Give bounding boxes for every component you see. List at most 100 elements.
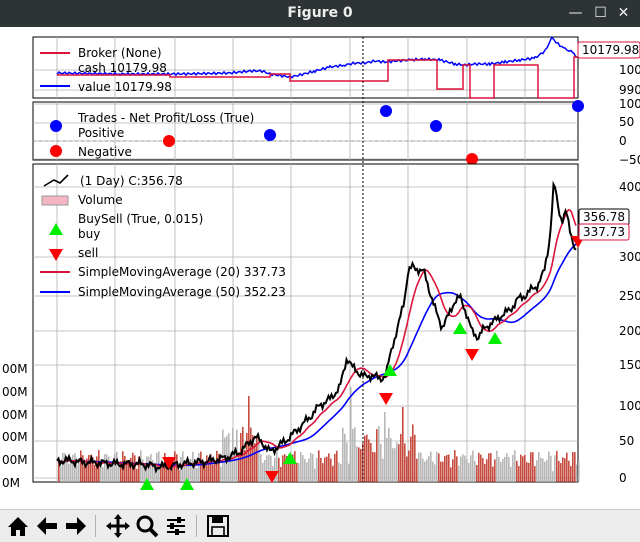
volume-bar [154,464,156,482]
volume-y-axis: 00M 00M 00M 00M 00M 0M [2,362,28,490]
volume-bar [560,463,562,482]
volume-bar [436,451,438,482]
volume-bar [100,459,102,482]
zoom-icon[interactable] [133,512,161,540]
buy-marker [453,322,467,334]
volume-bar [170,463,172,482]
volume-bar [264,460,266,482]
volume-bar [194,458,196,482]
volume-bar [566,452,568,482]
volume-bar [204,463,206,482]
pan-icon[interactable] [104,512,132,540]
volume-bar [386,437,388,482]
volume-bar [328,453,330,482]
volume-bar [206,455,208,482]
volume-bar [180,457,182,482]
volume-bar [106,454,108,482]
volume-bar [318,450,320,482]
volume-bar [322,463,324,482]
volume-bar [78,460,80,482]
volume-bar [402,407,404,482]
volume-bar [530,452,532,482]
trade-marker [430,120,442,132]
volume-ytick: 00M [2,362,28,376]
volume-bar [274,457,276,482]
price-ytick: 200 [619,324,640,338]
volume-bar [130,457,132,482]
volume-bar [514,450,516,482]
buy-marker [140,478,154,490]
trades-legend-title: Trades - Net Profit/Loss (True) [77,111,254,125]
volume-bar [572,452,574,482]
volume-bar [104,454,106,482]
price-ytick: 100 [619,399,640,413]
volume-bar [442,461,444,482]
volume-bar [352,428,354,482]
volume-bar [346,442,348,482]
volume-bar [484,463,486,482]
price-ytick: 300 [619,250,640,264]
close-icon[interactable]: ✕ [617,5,630,21]
volume-bar [400,433,402,482]
volume-bar [516,460,518,482]
volume-bar [290,461,292,482]
volume-bar [428,456,430,482]
volume-bar [116,451,118,482]
broker-cash-label: cash 10179.98 [78,61,167,75]
volume-bar [216,450,218,482]
volume-bar [446,454,448,482]
sma20-legend-label: SimpleMovingAverage (20) 337.73 [78,265,286,279]
forward-arrow-icon[interactable] [62,512,90,540]
maximize-icon[interactable]: ☐ [594,5,607,21]
volume-bar [244,449,246,482]
figure-canvas[interactable]: Broker (None) cash 10179.98 value 10179.… [0,27,640,509]
volume-bar [138,456,140,482]
volume-bar [356,446,358,482]
volume-bar [96,456,98,482]
legend-negative-marker [50,145,62,157]
volume-bar [256,436,258,482]
volume-bar [114,453,116,482]
broker-last-tag: 10179.98 [582,43,639,57]
volume-bar [552,471,554,482]
volume-bar [198,453,200,482]
volume-bar [370,442,372,482]
volume-bar [202,462,204,482]
configure-subplots-icon[interactable] [162,512,190,540]
volume-bar [382,458,384,482]
volume-bar [88,455,90,482]
back-arrow-icon[interactable] [33,512,61,540]
volume-bar [134,455,136,482]
volume-bar [458,465,460,482]
volume-bar [372,451,374,482]
volume-bar [490,452,492,482]
volume-bar [316,457,318,482]
volume-bar [284,454,286,482]
volume-bar [476,465,478,482]
volume-bar [452,459,454,482]
save-icon[interactable] [204,512,232,540]
volume-bar [286,456,288,482]
volume-bar [320,457,322,482]
broker-cash-line [57,56,578,99]
legend-positive-marker [50,120,62,132]
volume-bar [260,454,262,482]
volume-bar [540,457,542,482]
volume-bar [80,450,82,482]
volume-bar [82,455,84,482]
volume-bar [426,459,428,482]
volume-bar [440,461,442,482]
minimize-icon[interactable]: — [568,5,583,21]
broker-ytick-990: 990 [619,83,640,97]
volume-bar [312,454,314,482]
volume-bar [480,454,482,482]
buy-marker [283,452,297,464]
buy-marker [180,478,194,490]
buy-legend-label: buy [78,227,100,241]
home-icon[interactable] [4,512,32,540]
volume-bar [546,459,548,482]
volume-bar [444,456,446,482]
broker-ytick-100: 100 [619,63,640,77]
volume-bar [90,454,92,482]
volume-bar [384,412,386,482]
